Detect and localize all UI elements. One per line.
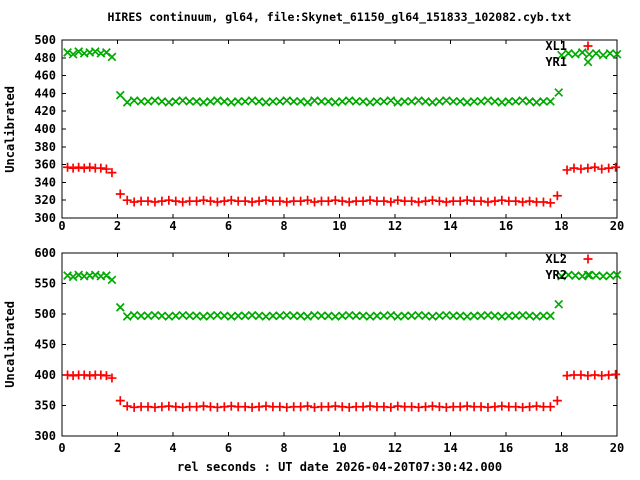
x-tick-label: 2 (114, 441, 121, 455)
series-XL1-points (63, 162, 621, 208)
tick-marks (61, 39, 618, 219)
x-tick-label: 2 (114, 219, 121, 233)
x-tick-label: 18 (554, 441, 568, 455)
y-tick-label: 600 (34, 246, 56, 260)
x-tick-label: 20 (610, 441, 624, 455)
y-tick-label: 300 (34, 211, 56, 225)
x-tick-label: 0 (58, 441, 65, 455)
y-tick-label: 460 (34, 69, 56, 83)
x-axis-label: rel seconds : UT date 2026-04-20T07:30:4… (176, 460, 503, 474)
y-tick-label: 360 (34, 158, 56, 172)
x-tick-label: 18 (554, 219, 568, 233)
y-tick-label: 550 (34, 277, 56, 291)
x-tick-label: 14 (443, 441, 457, 455)
x-tick-label: 4 (169, 219, 176, 233)
x-tick-label: 12 (388, 441, 402, 455)
x-tick-label: 6 (225, 441, 232, 455)
x-tick-label: 10 (332, 441, 346, 455)
legend-marker-plus-icon (583, 41, 593, 51)
y-tick-label: 420 (34, 104, 56, 118)
axis-ticks (61, 252, 618, 437)
y-tick-label: 480 (34, 51, 56, 65)
tick-marks (61, 252, 618, 437)
y-tick-label: 300 (34, 429, 56, 443)
y-tick-label: 340 (34, 175, 56, 189)
panel-bottom: 0 2 4 6 8 10 12 14 16 18 20 300 350 400 450 500 550 600 XL… (34, 246, 624, 455)
x-tick-label: 6 (225, 219, 232, 233)
x-tick-label: 8 (280, 441, 287, 455)
series-XL2-points (63, 369, 621, 412)
x-tick-label: 16 (499, 441, 513, 455)
x-tick-label: 10 (332, 219, 346, 233)
series-YR2-points (63, 270, 622, 321)
plot-border (61, 39, 618, 219)
legend-label-XL1: XL1 (545, 39, 567, 53)
tick-labels: 0 2 4 6 8 10 12 14 16 18 20 300 350 400 450 500 550 600 (34, 246, 624, 455)
series-YR1-points (63, 47, 622, 107)
y-tick-label: 450 (34, 338, 56, 352)
y-tick-label: 350 (34, 399, 56, 413)
legend-label-XL2: XL2 (545, 252, 567, 266)
x-tick-label: 4 (169, 441, 176, 455)
y-tick-label: 500 (34, 33, 56, 47)
legend-marker-cross-icon (583, 57, 593, 67)
x-tick-label: 8 (280, 219, 287, 233)
y-tick-label: 400 (34, 122, 56, 136)
legend-label-YR2: YR2 (545, 268, 567, 282)
plot-border (61, 252, 618, 437)
legend-label-YR1: YR1 (545, 55, 567, 69)
x-tick-label: 14 (443, 219, 457, 233)
x-tick-label: 12 (388, 219, 402, 233)
x-tick-label: 0 (58, 219, 65, 233)
y-tick-label: 500 (34, 307, 56, 321)
y-tick-label: 380 (34, 140, 56, 154)
tick-labels: 0 2 4 6 8 10 12 14 16 18 20 300 320 340 360 380 400 420 44… (34, 33, 624, 233)
y-tick-label: 400 (34, 368, 56, 382)
chart-title: HIRES continuum, gl64, file:Skynet_61150… (107, 10, 572, 24)
x-tick-label: 16 (499, 219, 513, 233)
legend-marker-cross-icon (583, 270, 593, 280)
x-tick-label: 20 (610, 219, 624, 233)
y-tick-label: 320 (34, 193, 56, 207)
panel-top: 0 2 4 6 8 10 12 14 16 18 20 300 320 340 360 380 400 420 44… (34, 33, 624, 233)
axis-ticks (61, 39, 618, 219)
legend-marker-plus-icon (583, 254, 593, 264)
y-tick-label: 440 (34, 86, 56, 100)
